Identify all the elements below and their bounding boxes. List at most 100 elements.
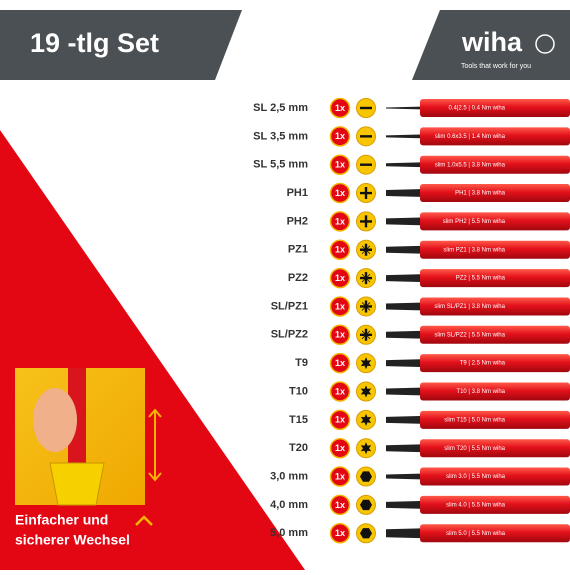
bit-body	[420, 99, 570, 117]
photo-handle	[49, 462, 105, 506]
qty-badge	[329, 296, 351, 317]
bit-label: T9	[295, 357, 308, 369]
bit-tip	[386, 473, 425, 480]
bit-print: 0.4|2.5 | 0.4 Nm wiha	[449, 106, 506, 112]
bit-print: slim PZ1 | 3.8 Nm wiha	[443, 247, 505, 253]
bit-row: 4,0 mm 1x slim 4.0 | 5.5 Nm wiha	[270, 494, 570, 516]
bit-row: PZ2 1x PZ2 | 5.5 Nm wiha	[288, 267, 570, 289]
brand-logo	[535, 34, 555, 54]
qty-badge	[329, 154, 351, 175]
bit-body	[420, 325, 570, 344]
bit-body	[420, 524, 570, 543]
bit-tip	[386, 162, 425, 168]
qty: 1x	[335, 500, 345, 510]
qty-badge	[329, 466, 351, 487]
bit-tip	[386, 106, 425, 110]
qty-badge	[329, 324, 351, 346]
bit-print: slim 5.0 | 5.5 Nm wiha	[446, 531, 506, 537]
bit-print: slim PH2 | 5.5 Nm wiha	[443, 219, 506, 225]
qty: 1x	[335, 103, 345, 113]
bit-tip	[386, 302, 425, 311]
bit-label: PH2	[287, 215, 308, 227]
bit-label: PH1	[287, 187, 308, 199]
bit-print: T9 | 2.5 Nm wiha	[460, 361, 506, 367]
icon-torx	[360, 442, 372, 455]
qty: 1x	[335, 415, 345, 425]
bit-body	[420, 354, 570, 373]
bit-label: SL 5,5 mm	[253, 159, 308, 171]
tagline: Tools that work for you	[461, 63, 531, 70]
arrow-head	[148, 408, 162, 418]
bit-row: PH1 1x PH1 | 3.8 Nm wiha	[287, 182, 570, 204]
bit-tip	[386, 528, 425, 539]
icon-hex	[360, 471, 372, 482]
bit-tip	[386, 415, 425, 424]
qty: 1x	[335, 528, 345, 538]
bit-tip	[386, 245, 425, 254]
bit-row: PH2 1x slim PH2 | 5.5 Nm wiha	[287, 211, 570, 232]
bit-row: SL 5,5 mm 1x slim 1.0x5.5 | 3.8 Nm wiha	[253, 154, 570, 175]
qty-badge	[329, 494, 351, 516]
qty: 1x	[335, 131, 345, 141]
qty-badge	[329, 352, 351, 374]
photo-inset	[15, 368, 162, 506]
bit-body	[420, 467, 570, 486]
bit-label: SL 3,5 mm	[253, 130, 308, 142]
qty: 1x	[335, 160, 345, 170]
qty-badge	[329, 182, 351, 204]
bit-body	[420, 382, 570, 401]
bit-print: slim 1.0x5.5 | 3.8 Nm wiha	[435, 162, 506, 168]
qty-badge	[329, 523, 351, 544]
title: 19 -tlg Set	[30, 28, 159, 58]
qty: 1x	[335, 301, 345, 311]
bit-body	[420, 212, 570, 231]
qty-badge	[329, 239, 351, 260]
bit-label: 4,0 mm	[270, 499, 308, 511]
bit-print: slim T20 | 5.5 Nm wiha	[444, 446, 505, 452]
arrow-head	[148, 472, 162, 482]
bit-body	[420, 127, 570, 146]
qty: 1x	[335, 386, 345, 396]
bit-tip	[386, 134, 425, 139]
brand: wiha	[461, 27, 523, 57]
icon-torx	[360, 413, 372, 426]
icon-slot	[360, 135, 372, 138]
bit-body	[420, 269, 570, 288]
qty-badge	[329, 126, 351, 147]
brand-banner	[412, 10, 570, 80]
bit-body	[420, 495, 570, 514]
bit-print: slim SL/PZ1 | 3.8 Nm wiha	[434, 304, 505, 310]
icon-cross	[360, 215, 372, 228]
qty-badge	[329, 97, 351, 119]
bit-label: SL 2,5 mm	[253, 102, 308, 114]
qty-badge	[329, 437, 351, 459]
bit-row: SL 3,5 mm 1x slim 0.6x3.5 | 1.4 Nm wiha	[253, 126, 570, 147]
bit-body	[420, 297, 570, 316]
bit-row: T15 1x slim T15 | 5.0 Nm wiha	[289, 409, 570, 431]
bit-body	[420, 240, 570, 259]
icon-torx	[360, 385, 372, 398]
bit-row: T20 1x slim T20 | 5.5 Nm wiha	[289, 437, 570, 459]
bit-label: T10	[289, 385, 308, 397]
bit-label: T20	[289, 442, 308, 454]
bit-label: PZ2	[288, 272, 308, 284]
qty-badge	[329, 409, 351, 431]
qty: 1x	[335, 245, 345, 255]
photo-fingers	[33, 388, 77, 452]
title-banner	[0, 10, 242, 80]
bit-print: slim 0.6x3.5 | 1.4 Nm wiha	[435, 134, 506, 140]
bit-tip	[386, 387, 425, 396]
bit-print: slim SL/PZ2 | 5.5 Nm wiha	[434, 332, 505, 338]
qty: 1x	[335, 443, 345, 453]
bit-label: PZ1	[288, 244, 308, 256]
chevron	[135, 515, 153, 526]
icon-slot	[360, 163, 372, 166]
qty-badge	[329, 211, 351, 232]
bit-label: SL/PZ1	[271, 300, 308, 312]
qty: 1x	[335, 188, 345, 198]
callout-line: sicherer Wechsel	[15, 532, 130, 548]
icon-cross-diag	[361, 330, 371, 340]
icon-cross-diag	[361, 245, 371, 255]
qty: 1x	[335, 471, 345, 481]
